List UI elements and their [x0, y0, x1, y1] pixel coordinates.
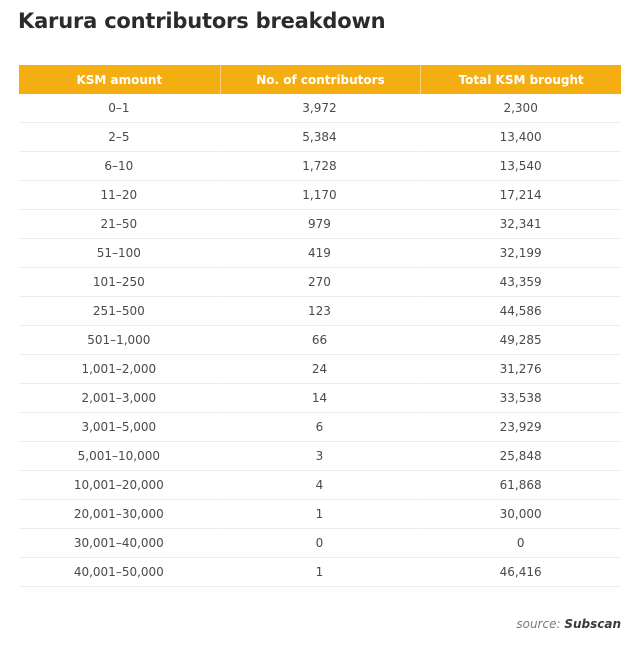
total-ksm-cell: 31,276: [420, 355, 621, 384]
total-ksm-cell: 49,285: [420, 326, 621, 355]
total-ksm-cell: 44,586: [420, 297, 621, 326]
ksm-amount-cell: 30,001–40,000: [19, 529, 220, 558]
contributors-cell: 270: [219, 268, 421, 297]
contributors-cell: 123: [219, 297, 421, 326]
ksm-amount-cell: 251–500: [19, 297, 220, 326]
table-header-row: KSM amount No. of contributors Total KSM…: [19, 65, 621, 94]
contributors-cell: 1: [219, 500, 421, 529]
ksm-amount-cell: 2–5: [19, 123, 220, 152]
table-row: 501–1,000 66 49,285: [19, 326, 621, 355]
total-ksm-cell: 23,929: [420, 413, 621, 442]
table-row: 0–1 3,972 2,300: [19, 94, 621, 123]
table-row: 2–5 5,384 13,400: [19, 123, 621, 152]
contributors-cell: 419: [219, 239, 421, 268]
ksm-amount-cell: 0–1: [19, 94, 220, 123]
contributors-cell: 1,170: [219, 181, 421, 210]
ksm-amount-cell: 20,001–30,000: [19, 500, 220, 529]
total-ksm-cell: 17,214: [420, 181, 621, 210]
table-row: 10,001–20,000 4 61,868: [19, 471, 621, 500]
contributors-cell: 0: [219, 529, 421, 558]
contributors-table: KSM amount No. of contributors Total KSM…: [19, 65, 621, 587]
total-ksm-cell: 30,000: [420, 500, 621, 529]
table-row: 3,001–5,000 6 23,929: [19, 413, 621, 442]
total-ksm-cell: 61,868: [420, 471, 621, 500]
contributors-cell: 3,972: [219, 94, 421, 123]
table-row: 11–20 1,170 17,214: [19, 181, 621, 210]
total-ksm-cell: 25,848: [420, 442, 621, 471]
ksm-amount-cell: 501–1,000: [19, 326, 220, 355]
table-body: 0–1 3,972 2,300 2–5 5,384 13,400 6–10 1,728 13,5…: [19, 94, 621, 587]
table-row: 40,001–50,000 1 46,416: [19, 558, 621, 587]
ksm-amount-cell: 3,001–5,000: [19, 413, 220, 442]
ksm-amount-cell: 21–50: [19, 210, 220, 239]
contributors-cell: 66: [219, 326, 421, 355]
ksm-amount-cell: 11–20: [19, 181, 220, 210]
page-title: Karura contributors breakdown: [18, 9, 386, 33]
contributors-cell: 979: [219, 210, 421, 239]
contributors-cell: 5,384: [219, 123, 421, 152]
source-prefix: source:: [516, 617, 565, 631]
contributors-cell: 24: [219, 355, 421, 384]
table-row: 30,001–40,000 0 0: [19, 529, 621, 558]
table-row: 2,001–3,000 14 33,538: [19, 384, 621, 413]
contributors-cell: 1: [219, 558, 421, 587]
total-ksm-cell: 13,400: [420, 123, 621, 152]
table-row: 6–10 1,728 13,540: [19, 152, 621, 181]
ksm-amount-cell: 5,001–10,000: [19, 442, 220, 471]
ksm-amount-cell: 10,001–20,000: [19, 471, 220, 500]
total-ksm-cell: 32,199: [420, 239, 621, 268]
total-ksm-cell: 13,540: [420, 152, 621, 181]
ksm-amount-cell: 51–100: [19, 239, 220, 268]
total-ksm-cell: 2,300: [420, 94, 621, 123]
ksm-amount-cell: 101–250: [19, 268, 220, 297]
contributors-cell: 3: [219, 442, 421, 471]
column-header-total-ksm: Total KSM brought: [420, 65, 621, 94]
column-header-contributors: No. of contributors: [219, 65, 421, 94]
total-ksm-cell: 43,359: [420, 268, 621, 297]
ksm-amount-cell: 6–10: [19, 152, 220, 181]
contributors-cell: 4: [219, 471, 421, 500]
ksm-amount-cell: 1,001–2,000: [19, 355, 220, 384]
table-row: 5,001–10,000 3 25,848: [19, 442, 621, 471]
ksm-amount-cell: 40,001–50,000: [19, 558, 220, 587]
total-ksm-cell: 0: [420, 529, 621, 558]
table-row: 51–100 419 32,199: [19, 239, 621, 268]
contributors-cell: 6: [219, 413, 421, 442]
source-note: source: Subscan: [516, 617, 621, 631]
table-row: 1,001–2,000 24 31,276: [19, 355, 621, 384]
contributors-cell: 14: [219, 384, 421, 413]
table-row: 20,001–30,000 1 30,000: [19, 500, 621, 529]
total-ksm-cell: 33,538: [420, 384, 621, 413]
table-row: 251–500 123 44,586: [19, 297, 621, 326]
ksm-amount-cell: 2,001–3,000: [19, 384, 220, 413]
source-name: Subscan: [564, 617, 621, 631]
total-ksm-cell: 46,416: [420, 558, 621, 587]
table-row: 21–50 979 32,341: [19, 210, 621, 239]
total-ksm-cell: 32,341: [420, 210, 621, 239]
contributors-cell: 1,728: [219, 152, 421, 181]
column-header-ksm-amount: KSM amount: [19, 65, 220, 94]
table-row: 101–250 270 43,359: [19, 268, 621, 297]
